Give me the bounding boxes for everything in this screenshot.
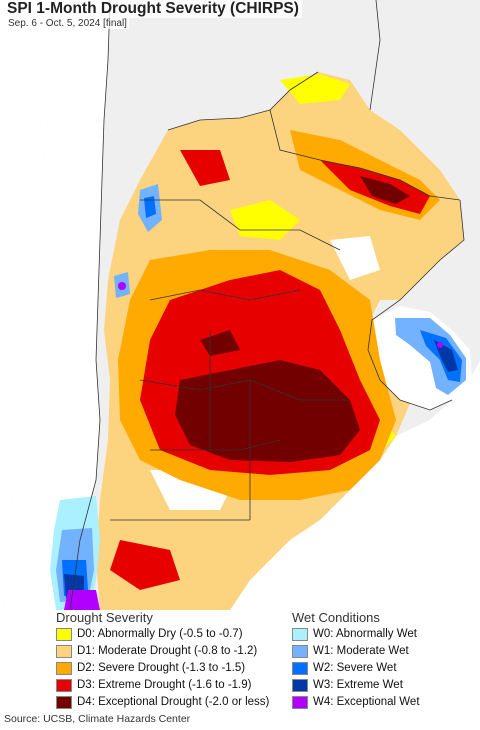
drought-map <box>0 0 480 610</box>
wet-w4-uruguay <box>437 342 443 348</box>
legend-wet-title: Wet Conditions <box>292 610 380 625</box>
wet-andes-w4 <box>118 282 126 290</box>
swatch-w0 <box>292 627 308 641</box>
legend-label-d1: D1: Moderate Drought (-0.8 to -1.2) <box>77 645 258 657</box>
d3-northwest <box>180 150 230 186</box>
swatch-w1 <box>292 644 308 658</box>
d0-north <box>280 74 350 104</box>
d4-north <box>360 176 410 204</box>
legend-label-w2: W2: Severe Wet <box>313 662 397 674</box>
legend-item-d4: D4: Exceptional Drought (-2.0 or less) <box>56 694 269 710</box>
swatch-d1 <box>56 644 72 658</box>
legend-label-d4: D4: Exceptional Drought (-2.0 or less) <box>77 696 270 708</box>
no-drought-east <box>330 236 380 280</box>
legend: Drought Severity Wet Conditions D0: Abno… <box>0 610 480 710</box>
swatch-w3 <box>292 678 308 692</box>
wet-andes-north-core <box>144 196 156 218</box>
wet-w4-south <box>64 590 100 610</box>
legend-item-w3: W3: Extreme Wet <box>292 677 403 693</box>
legend-label-w1: W1: Moderate Wet <box>313 645 409 657</box>
legend-item-d0: D0: Abnormally Dry (-0.5 to -0.7) <box>56 626 243 642</box>
d3-south <box>110 540 180 590</box>
legend-drought-title: Drought Severity <box>56 610 153 625</box>
swatch-w2 <box>292 661 308 675</box>
borders <box>69 0 465 610</box>
legend-item-w1: W1: Moderate Wet <box>292 643 409 659</box>
pacific-ocean <box>0 0 62 610</box>
swatch-d0 <box>56 627 72 641</box>
map-title: SPI 1-Month Drought Severity (CHIRPS) <box>4 0 302 18</box>
swatch-d2 <box>56 661 72 675</box>
chile-region <box>4 0 110 610</box>
legend-label-w3: W3: Extreme Wet <box>313 679 403 691</box>
legend-item-w4: W4: Exceptional Wet <box>292 694 420 710</box>
source-credit: Source: UCSB, Climate Hazards Center <box>4 713 191 725</box>
legend-label-d3: D3: Extreme Drought (-1.6 to -1.9) <box>77 679 252 691</box>
legend-label-w4: W4: Exceptional Wet <box>313 696 420 708</box>
swatch-d3 <box>56 678 72 692</box>
legend-label-d2: D2: Severe Drought (-1.3 to -1.5) <box>77 662 246 674</box>
legend-item-d1: D1: Moderate Drought (-0.8 to -1.2) <box>56 643 257 659</box>
swatch-d4 <box>56 695 72 709</box>
legend-label-d0: D0: Abnormally Dry (-0.5 to -0.7) <box>77 628 243 640</box>
legend-item-w2: W2: Severe Wet <box>292 660 397 676</box>
legend-label-w0: W0: Abnormally Wet <box>313 628 417 640</box>
map-subtitle: Sep. 6 - Oct. 5, 2024 [final] <box>6 18 129 29</box>
swatch-w4 <box>292 695 308 709</box>
legend-item-w0: W0: Abnormally Wet <box>292 626 417 642</box>
legend-item-d3: D3: Extreme Drought (-1.6 to -1.9) <box>56 677 251 693</box>
legend-item-d2: D2: Severe Drought (-1.3 to -1.5) <box>56 660 245 676</box>
